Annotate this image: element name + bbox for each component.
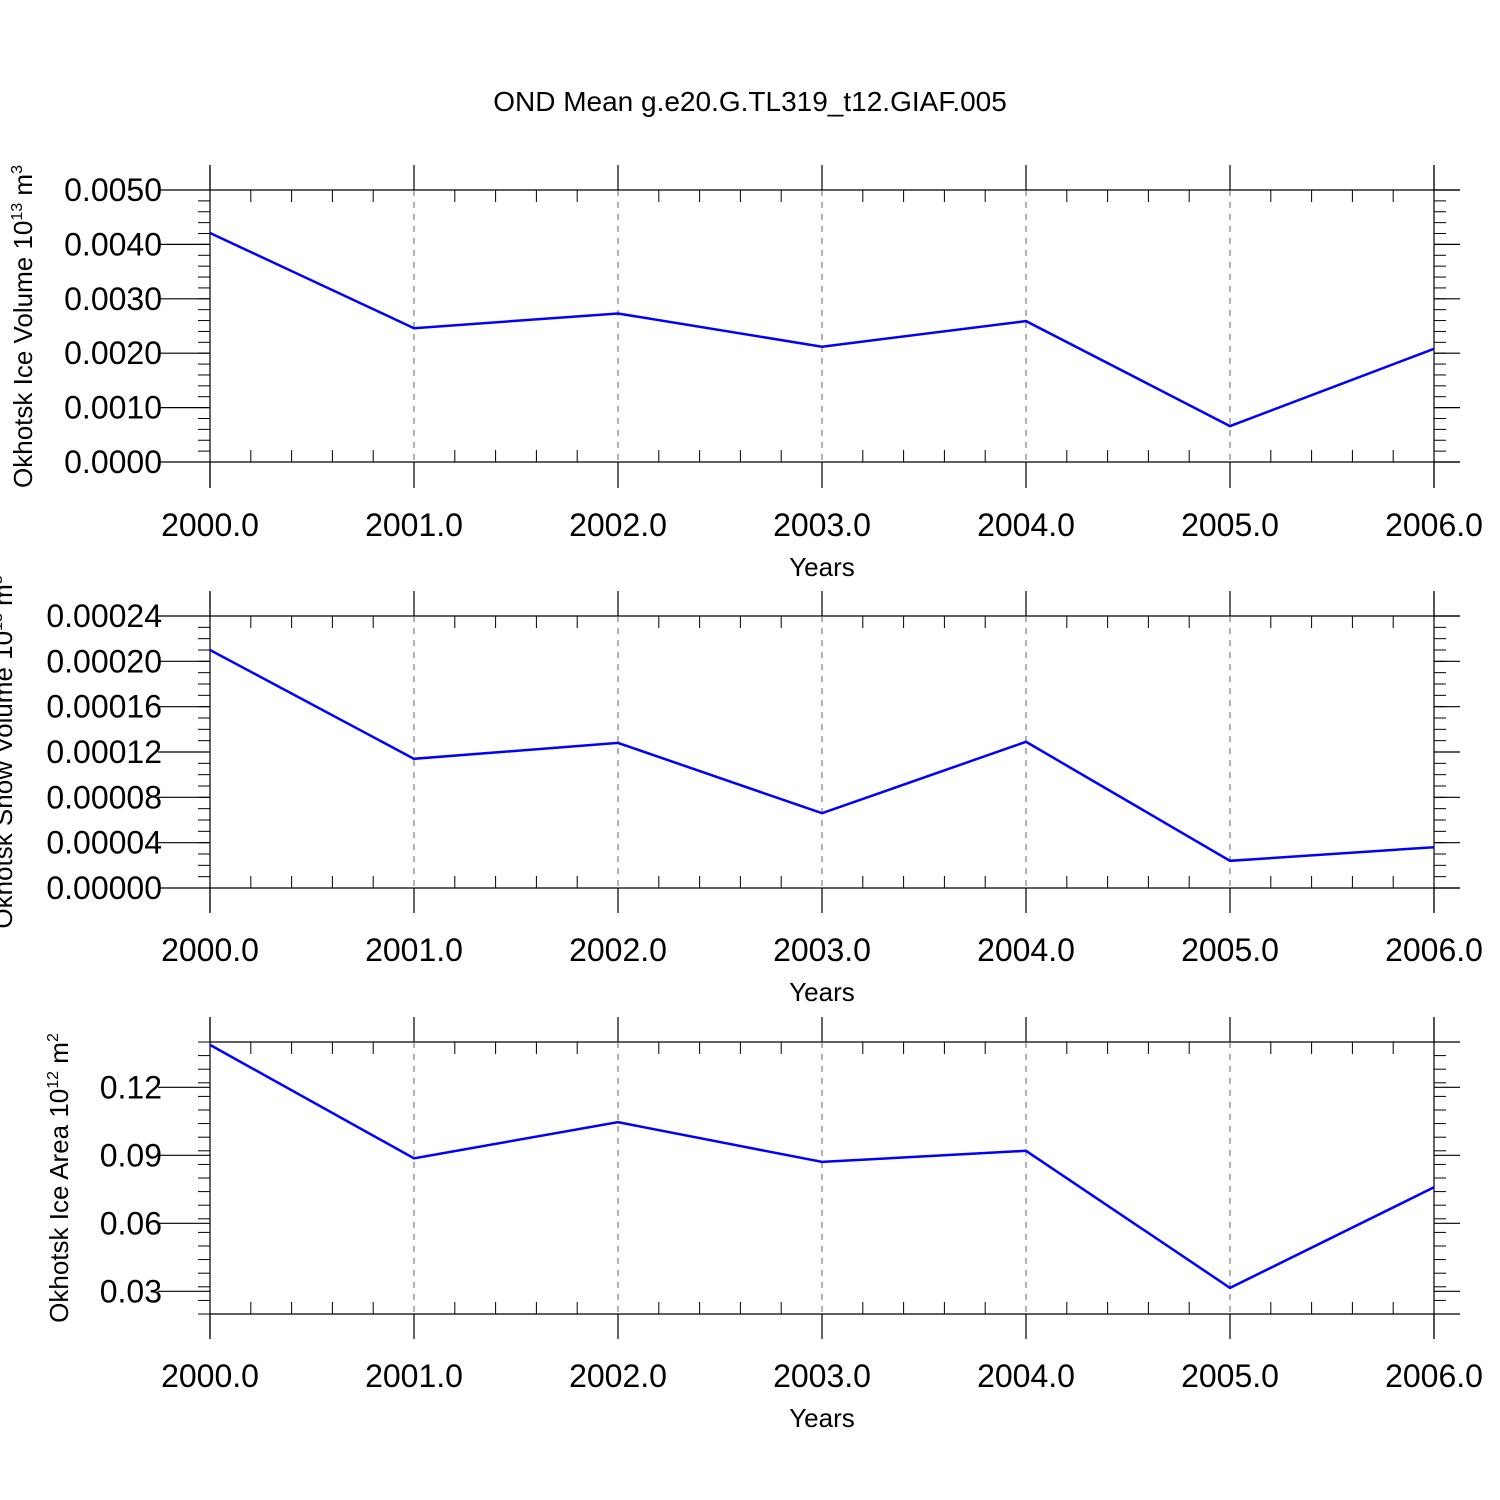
x-tick-label: 2006.0 (1385, 932, 1483, 968)
x-tick-label: 2004.0 (977, 1358, 1075, 1394)
x-tick-label: 2004.0 (977, 507, 1075, 543)
y-tick-label: 0.0000 (64, 444, 162, 480)
y-tick-label: 0.0020 (64, 335, 162, 371)
x-tick-label: 2005.0 (1181, 507, 1279, 543)
y-tick-label: 0.00016 (46, 689, 162, 725)
y-tick-label: 0.00012 (46, 734, 162, 770)
y-axis-title: Okhotsk Ice Volume 1013 m3 (8, 165, 38, 488)
x-tick-label: 2004.0 (977, 932, 1075, 968)
x-tick-label: 2006.0 (1385, 507, 1483, 543)
y-tick-label: 0.0010 (64, 390, 162, 426)
ice-area-panel: 2000.0 2001.0 2002.0 2003.0 2004.0 2005.0 2006… (44, 1017, 1483, 1433)
y-tick-label: 0.0050 (64, 172, 162, 208)
x-tick-label: 2001.0 (365, 507, 463, 543)
x-tick-label: 2005.0 (1181, 1358, 1279, 1394)
y-tick-label: 0.00008 (46, 779, 162, 815)
x-tick-label: 2003.0 (773, 932, 871, 968)
y-tick-label: 0.00004 (46, 825, 162, 861)
snow-volume-panel: 2000.0 2001.0 2002.0 2003.0 2004.0 2005.0 2006… (0, 575, 1483, 1007)
y-tick-label: 0.06 (100, 1205, 162, 1241)
x-tick-label: 2000.0 (161, 1358, 259, 1394)
y-axis-title: Okhotsk Snow Volume 1013 m3 (0, 575, 18, 928)
x-tick-label: 2002.0 (569, 1358, 667, 1394)
y-tick-label: 0.09 (100, 1137, 162, 1173)
x-tick-label: 2000.0 (161, 507, 259, 543)
y-tick-label: 0.00000 (46, 870, 162, 906)
y-tick-label: 0.0040 (64, 226, 162, 262)
y-axis-title: Okhotsk Ice Area 1012 m2 (44, 1033, 74, 1323)
x-axis-title: Years (789, 1403, 855, 1433)
y-tick-label: 0.0030 (64, 281, 162, 317)
x-tick-label: 2003.0 (773, 507, 871, 543)
x-axis-title: Years (789, 552, 855, 582)
x-tick-label: 2001.0 (365, 932, 463, 968)
y-tick-label: 0.00020 (46, 643, 162, 679)
page-title: OND Mean g.e20.G.TL319_t12.GIAF.005 (493, 86, 1007, 117)
x-tick-label: 2005.0 (1181, 932, 1279, 968)
x-tick-label: 2002.0 (569, 507, 667, 543)
y-tick-label: 0.12 (100, 1069, 162, 1105)
y-tick-label: 0.00024 (46, 598, 162, 634)
x-tick-label: 2006.0 (1385, 1358, 1483, 1394)
x-axis-title: Years (789, 977, 855, 1007)
y-tick-label: 0.03 (100, 1273, 162, 1309)
x-tick-label: 2003.0 (773, 1358, 871, 1394)
x-tick-label: 2002.0 (569, 932, 667, 968)
x-tick-label: 2001.0 (365, 1358, 463, 1394)
ice-volume-panel: 2000.0 2001.0 2002.0 2003.0 2004.0 2005.0 2006… (8, 165, 1483, 582)
x-tick-label: 2000.0 (161, 932, 259, 968)
